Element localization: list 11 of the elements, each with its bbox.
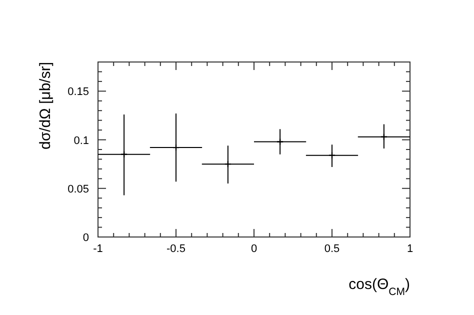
y-axis-title: dσ/dΩ [μb/sr] xyxy=(37,62,54,150)
x-axis-title: cos(Θ$_{CM}$) xyxy=(348,276,410,298)
x-tick-label: -1 xyxy=(93,243,103,255)
x-tick-label: -0.5 xyxy=(166,243,186,255)
x-tick-label: 0 xyxy=(250,243,258,255)
y-tick-label: 0.1 xyxy=(74,134,89,147)
x-tick-label: 1 xyxy=(406,243,414,255)
y-tick-label: 0.05 xyxy=(68,183,89,196)
x-tick-label: 0.5 xyxy=(324,243,340,255)
y-tick-label: 0 xyxy=(82,232,89,244)
y-tick-label: 0.15 xyxy=(68,86,89,98)
